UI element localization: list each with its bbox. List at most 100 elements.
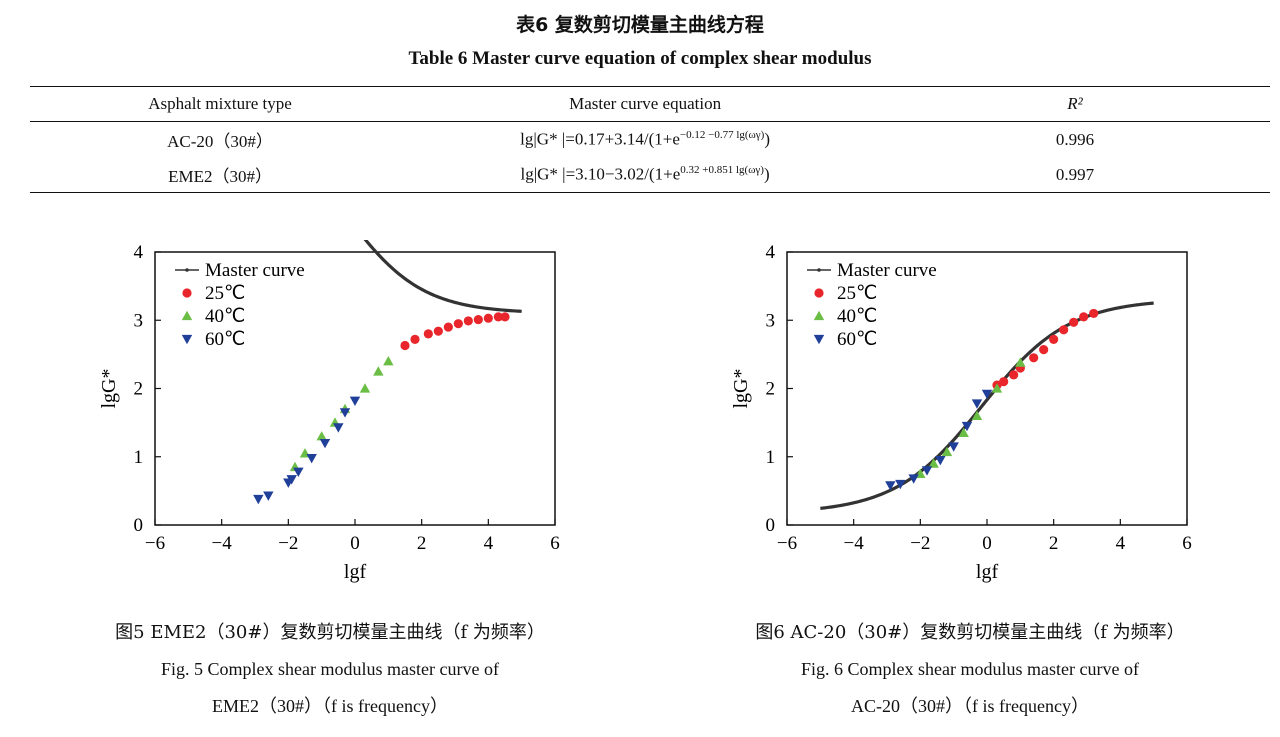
- equation-exponent: −0.12 −0.77 lg(ωγ): [679, 129, 765, 142]
- legend-marker: [813, 310, 825, 321]
- data-point: [958, 427, 969, 438]
- x-tick-label: 0: [982, 533, 992, 554]
- data-point: [493, 312, 503, 322]
- data-point: [1089, 308, 1099, 319]
- data-point: [928, 458, 939, 468]
- legend-marker: [181, 334, 193, 345]
- y-tick-label: 4: [134, 242, 144, 263]
- legend-label: Master curve: [205, 260, 305, 281]
- x-tick-label: 2: [1049, 533, 1059, 554]
- data-point: [1009, 370, 1019, 380]
- chart-fig6-svg: −6 −4 −2 0 2 4 6 0 1 2 3 4 lgf lgG* Master curve25℃40℃…: [730, 242, 1192, 583]
- legend-master-curve-dot: [185, 268, 189, 272]
- data-point: [500, 312, 510, 322]
- cell-equation: lg|G* |=3.10−3.02/(1+e0.32 +0.851 lg(ωγ)…: [410, 157, 881, 193]
- caption-en-line2: EME2（30#）（f is frequency）: [212, 696, 448, 716]
- cell-r2: 0.997: [880, 157, 1270, 193]
- y-tick-label: 2: [134, 379, 144, 400]
- figure-6-chart: −6 −4 −2 0 2 4 6 0 1 2 3 4 lgf lgG* Master curve 25℃ 40℃…: [722, 240, 1192, 600]
- data-point: [253, 494, 264, 505]
- data-point: [971, 410, 983, 420]
- header-mixture-type: Asphalt mixture type: [30, 86, 411, 122]
- data-point: [1039, 344, 1049, 355]
- data-point: [400, 340, 410, 351]
- data-point: [895, 479, 906, 490]
- data-point: [885, 481, 896, 491]
- table-title-cn: 表6 复数剪切模量主曲线方程: [516, 14, 764, 36]
- legend-label: 40℃: [205, 306, 245, 327]
- x-tick-label: −2: [910, 533, 930, 554]
- data-point: [948, 442, 959, 452]
- data-point: [319, 438, 331, 449]
- x-tick-label: −6: [145, 533, 165, 554]
- data-point: [293, 467, 304, 477]
- table-row: EME2（30#） lg|G* |=3.10−3.02/(1+e0.32 +0.…: [30, 157, 1270, 193]
- y-axis-label: lgG*: [98, 369, 120, 409]
- data-point: [349, 396, 361, 406]
- data-point: [373, 366, 384, 376]
- data-point: [316, 431, 327, 441]
- y-tick-label: 0: [134, 515, 144, 536]
- data-point: [981, 389, 993, 400]
- legend-label: 40℃: [837, 306, 877, 327]
- data-point: [999, 377, 1009, 387]
- x-tick-label: 4: [1116, 533, 1126, 554]
- legend-label: 25℃: [205, 283, 245, 304]
- header-r2: R²: [880, 86, 1270, 122]
- x-axis-label: lgf: [344, 561, 367, 583]
- data-point: [453, 319, 463, 329]
- chart-fig5-svg: −6 −4 −2 0 2 4 6 0 1 2 3 4 lgf lgG* Master curve25℃40℃…: [98, 109, 560, 583]
- data-point: [908, 474, 919, 484]
- y-tick-label: 0: [766, 515, 776, 536]
- legend-master-curve-dot: [817, 268, 821, 272]
- y-tick-label: 1: [766, 447, 776, 468]
- legend-label: 60℃: [205, 329, 245, 350]
- x-tick-label: −4: [844, 533, 865, 554]
- data-point: [941, 446, 953, 457]
- data-point: [433, 326, 443, 336]
- data-point: [423, 329, 433, 339]
- y-tick-label: 4: [766, 242, 776, 263]
- legend-label: 60℃: [837, 329, 877, 350]
- legend-marker: [181, 310, 193, 321]
- equation-exponent: 0.32 +0.851 lg(ωγ): [680, 164, 764, 177]
- x-tick-label: 0: [350, 533, 360, 554]
- equation-end: ): [763, 164, 770, 184]
- legend-marker: [182, 288, 192, 298]
- header-equation: Master curve equation: [410, 86, 881, 122]
- data-point: [463, 316, 473, 326]
- table-row: AC-20（30#） lg|G* |=0.17+3.14/(1+e−0.12 −…: [30, 122, 1270, 158]
- data-point: [410, 334, 420, 344]
- figure-5-caption: 图5 EME2（30#）复数剪切模量主曲线（f 为频率） Fig. 5 Comp…: [70, 614, 590, 725]
- legend-label: 25℃: [837, 283, 877, 304]
- legend-marker: [814, 288, 824, 298]
- equation-end: ): [764, 129, 770, 149]
- caption-en-line2: AC-20（30#）（f is frequency）: [851, 696, 1089, 716]
- legend-marker: [813, 334, 825, 345]
- master-curve-table: Asphalt mixture type Master curve equati…: [30, 86, 1270, 193]
- data-point: [991, 383, 1003, 393]
- cell-r2: 0.996: [1055, 129, 1095, 149]
- data-point: [971, 399, 983, 409]
- equation-main: lg|G* |=3.10−3.02/(1+e: [520, 164, 681, 184]
- x-tick-label: −4: [212, 533, 233, 554]
- data-point: [921, 466, 933, 476]
- data-point: [339, 408, 351, 418]
- x-tick-label: 6: [550, 533, 560, 554]
- data-point: [935, 456, 946, 466]
- caption-en-line1: Fig. 5 Complex shear modulus master curv…: [161, 659, 499, 679]
- data-point: [333, 423, 344, 433]
- data-point: [383, 356, 394, 366]
- data-point: [483, 313, 493, 323]
- data-point: [263, 491, 274, 501]
- caption-cn: 图5 EME2（30#）复数剪切模量主曲线（f 为频率）: [115, 622, 545, 643]
- equation-main: lg|G* |=0.17+3.14/(1+e: [520, 129, 680, 149]
- caption-en-line1: Fig. 6 Complex shear modulus master curv…: [801, 659, 1139, 679]
- table-header-row: Asphalt mixture type Master curve equati…: [30, 86, 1270, 122]
- x-tick-label: 6: [1182, 533, 1192, 554]
- table-title-en: Table 6 Master curve equation of complex…: [408, 48, 872, 69]
- data-point: [1069, 317, 1079, 327]
- data-point: [1059, 325, 1069, 335]
- data-point: [306, 453, 317, 464]
- data-point: [286, 475, 297, 485]
